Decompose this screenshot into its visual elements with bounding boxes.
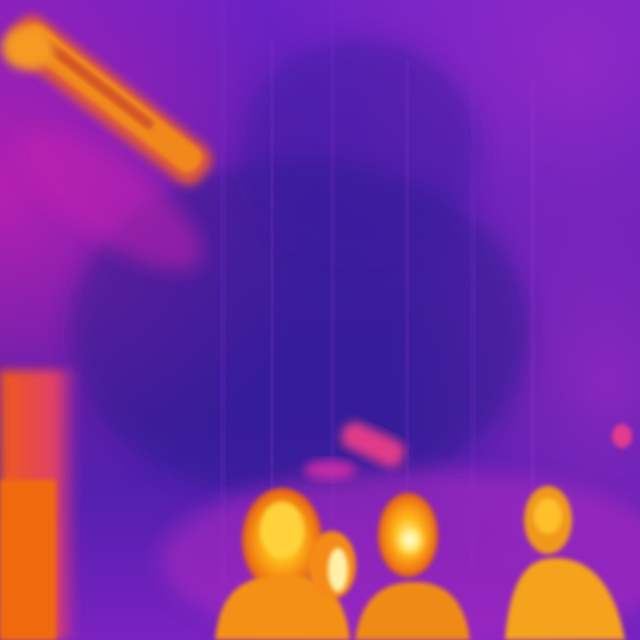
person-center-right bbox=[355, 493, 470, 640]
cold-region-upper bbox=[240, 40, 480, 260]
person-right bbox=[505, 486, 625, 640]
hot-fixture bbox=[2, 15, 212, 185]
warm-wisp bbox=[17, 128, 203, 272]
left-hot-block bbox=[0, 480, 56, 640]
person-left bbox=[215, 488, 350, 640]
sensor-streaks bbox=[220, 0, 535, 640]
warm-spot-right bbox=[612, 424, 632, 448]
person-center bbox=[308, 531, 356, 599]
raised-object bbox=[304, 421, 405, 480]
